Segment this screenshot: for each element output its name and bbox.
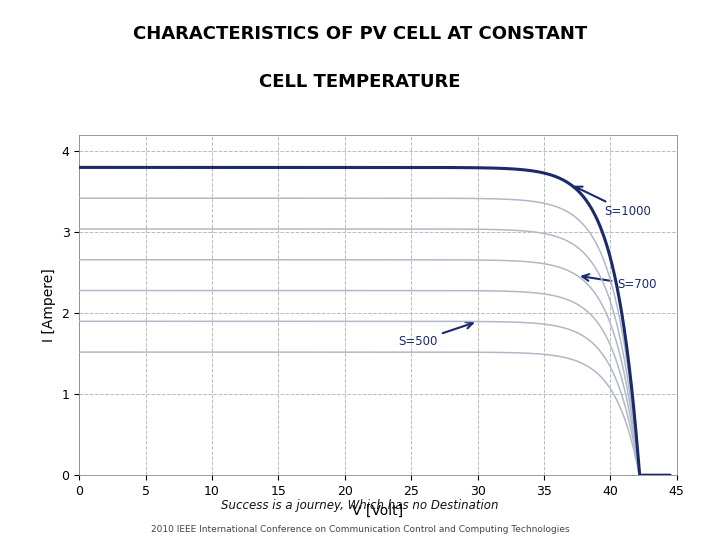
Text: S=500: S=500 xyxy=(398,322,473,348)
Y-axis label: I [Ampere]: I [Ampere] xyxy=(42,268,56,342)
Text: S=700: S=700 xyxy=(582,274,657,292)
Text: 2010 IEEE International Conference on Communication Control and Computing Techno: 2010 IEEE International Conference on Co… xyxy=(150,525,570,534)
Text: CHARACTERISTICS OF PV CELL AT CONSTANT: CHARACTERISTICS OF PV CELL AT CONSTANT xyxy=(133,25,587,43)
X-axis label: V [Volt]: V [Volt] xyxy=(352,503,404,517)
Text: CELL TEMPERATURE: CELL TEMPERATURE xyxy=(259,73,461,91)
Text: Success is a journey, Which has no Destination: Success is a journey, Which has no Desti… xyxy=(221,498,499,511)
Text: S=1000: S=1000 xyxy=(575,187,651,219)
